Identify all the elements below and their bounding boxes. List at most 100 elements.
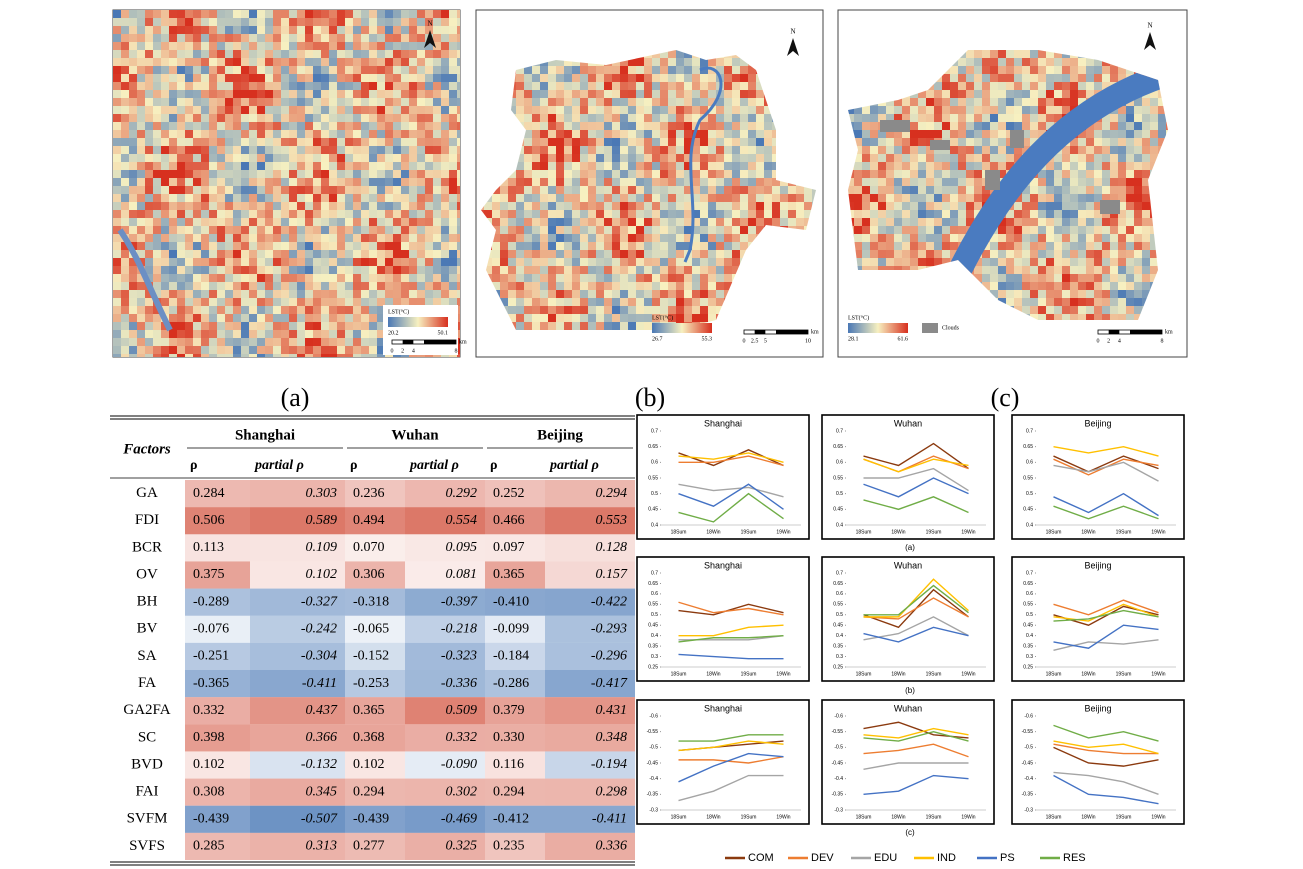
map-cell <box>628 66 636 74</box>
map-cell <box>780 146 788 154</box>
map-cell <box>636 322 644 330</box>
map-cell <box>500 354 508 362</box>
map-cell <box>369 82 377 90</box>
map-cell <box>137 26 145 34</box>
map-cell <box>257 98 265 106</box>
map-cell <box>249 314 257 322</box>
map-cell <box>201 106 209 114</box>
map-cell <box>998 146 1006 154</box>
map-cell <box>974 90 982 98</box>
map-cell <box>281 218 289 226</box>
map-cell <box>177 154 185 162</box>
map-cell <box>484 186 492 194</box>
map-cell <box>1062 42 1070 50</box>
map-cell <box>449 210 457 218</box>
map-cell <box>804 282 812 290</box>
map-cell <box>974 10 982 18</box>
map-cell <box>281 50 289 58</box>
map-cell <box>393 146 401 154</box>
map-cell <box>441 210 449 218</box>
map-cell <box>780 82 788 90</box>
map-cell <box>329 306 337 314</box>
map-cell <box>417 146 425 154</box>
map-cell <box>848 106 854 114</box>
map-cell <box>780 178 788 186</box>
map-cell <box>433 274 441 282</box>
map-cell <box>145 338 153 346</box>
map-cell <box>393 50 401 58</box>
map-cell <box>1078 74 1086 82</box>
map-cell <box>409 82 417 90</box>
map-cell <box>257 226 265 234</box>
map-cell <box>476 330 484 338</box>
map-cell <box>660 178 668 186</box>
map-cell <box>918 90 926 98</box>
map-cell <box>684 162 692 170</box>
map-cell <box>225 66 233 74</box>
map-cell <box>297 354 305 357</box>
map-cell <box>337 90 345 98</box>
map-cell <box>918 106 926 114</box>
map-cell <box>628 306 636 314</box>
map-cell <box>556 18 564 26</box>
map-cell <box>748 314 756 322</box>
map-cell <box>1142 178 1150 186</box>
map-cell <box>153 218 161 226</box>
map-cell <box>289 170 297 178</box>
map-cell <box>305 274 313 282</box>
map-cell <box>1094 26 1102 34</box>
map-cell <box>772 162 780 170</box>
map-cell <box>153 250 161 258</box>
map-cell <box>297 210 305 218</box>
map-frame <box>475 9 824 358</box>
map-cell <box>257 298 265 306</box>
map-cell <box>796 18 804 26</box>
map-cell <box>910 18 918 26</box>
map-cell <box>804 178 812 186</box>
map-cell <box>449 130 457 138</box>
map-cell <box>684 298 692 306</box>
map-cell <box>409 26 417 34</box>
map-cell <box>225 98 233 106</box>
map-cell <box>572 354 580 362</box>
map-cell <box>409 130 417 138</box>
map-cell <box>377 346 385 354</box>
map-cell <box>137 122 145 130</box>
map-cell <box>361 138 369 146</box>
map-cell <box>854 138 862 146</box>
map-cell <box>209 266 217 274</box>
map-cell <box>796 162 804 170</box>
map-cell <box>804 266 812 274</box>
map-cell <box>329 18 337 26</box>
map-cell <box>788 114 796 122</box>
map-cell <box>329 186 337 194</box>
map-cell <box>377 266 385 274</box>
map-cell <box>652 122 660 130</box>
map-cell <box>628 122 636 130</box>
map-cell <box>950 82 958 90</box>
map-cell <box>297 234 305 242</box>
map-cell <box>161 98 169 106</box>
map-cell <box>676 66 684 74</box>
map-cell <box>990 82 998 90</box>
map-cell <box>508 258 516 266</box>
map-cell <box>1126 50 1134 58</box>
map-cell <box>369 290 377 298</box>
map-cell <box>636 218 644 226</box>
map-cell <box>241 42 249 50</box>
map-cell <box>556 82 564 90</box>
map-cell <box>780 154 788 162</box>
map-cell <box>724 18 732 26</box>
map-cell <box>313 346 321 354</box>
map-cell <box>145 114 153 122</box>
map-cell <box>516 10 524 18</box>
map-cell <box>361 146 369 154</box>
map-cell <box>580 354 588 362</box>
map-cell <box>556 346 564 354</box>
map-cell <box>958 58 966 66</box>
map-cell <box>756 122 764 130</box>
map-cell <box>361 194 369 202</box>
map-cell <box>934 162 942 170</box>
map-cell <box>145 34 153 42</box>
map-cell <box>676 274 684 282</box>
